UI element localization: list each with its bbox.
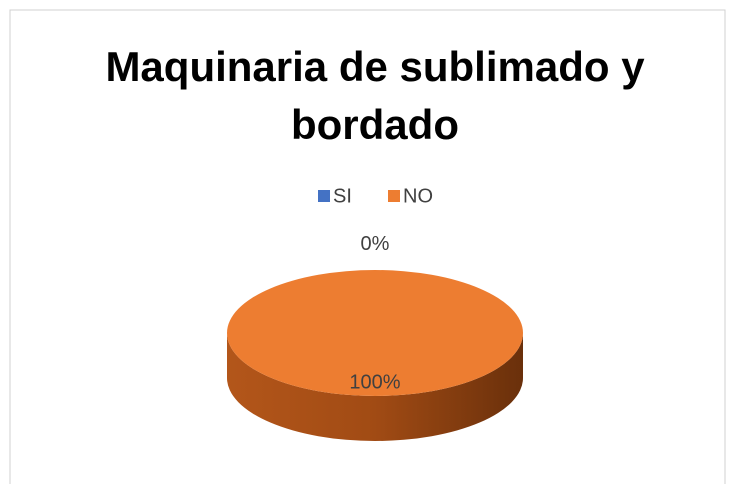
pie-slice [227, 270, 523, 396]
data-label: 100% [349, 372, 400, 394]
pie-side [227, 333, 523, 441]
chart-title: Maquinaria de sublimado y bordado [105, 43, 645, 148]
legend-label: SI [333, 185, 352, 207]
legend-label: NO [403, 185, 433, 207]
data-label: 0% [361, 233, 390, 255]
legend-swatch [388, 190, 400, 202]
chart-frame [9, 9, 726, 484]
legend-swatch [318, 190, 330, 202]
